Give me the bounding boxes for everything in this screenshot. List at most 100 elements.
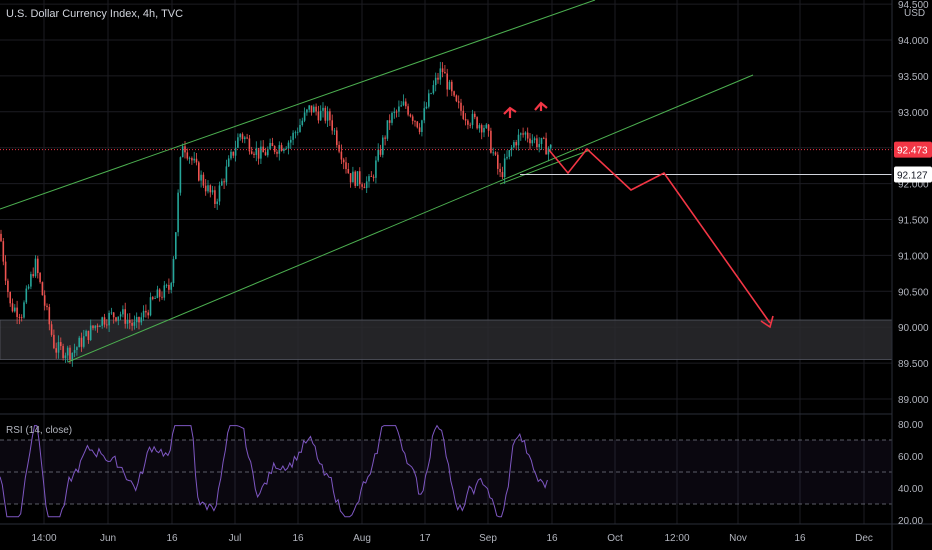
candle-body [345, 162, 347, 170]
candle-body [117, 316, 120, 321]
candle-body [94, 325, 97, 329]
candle-body [163, 285, 166, 298]
right-head-marker [534, 101, 548, 111]
candle-body [338, 144, 340, 152]
candle-body [416, 121, 419, 128]
candle-body [175, 232, 177, 259]
candle-body [400, 105, 402, 107]
candle-body [382, 137, 384, 155]
chart-title: U.S. Dollar Currency Index, 4h, TVC [6, 8, 183, 20]
candle-body [533, 138, 536, 141]
candle-body [478, 125, 481, 129]
candle-body [430, 93, 432, 95]
candle-body [25, 288, 28, 303]
candle-body [379, 149, 382, 155]
candle-body [255, 148, 258, 155]
candle-body [432, 85, 435, 94]
candle-body [474, 113, 476, 118]
price-tick-label: 91.500 [898, 216, 929, 227]
rsi-tick-label: 40.00 [898, 484, 923, 495]
candle-body [87, 330, 90, 341]
candle-body [41, 282, 44, 296]
candle-body [211, 190, 214, 193]
time-tick-label: Oct [607, 533, 623, 544]
candle-body [377, 149, 379, 161]
candle-body [264, 152, 267, 156]
candle-body [218, 185, 221, 202]
candle-body [411, 116, 414, 121]
candle-body [207, 185, 209, 192]
candles [0, 61, 552, 367]
candle-body [503, 158, 506, 178]
candle-body [230, 151, 232, 159]
candle-body [260, 146, 262, 159]
time-tick-label: Aug [353, 533, 371, 544]
candle-body [469, 124, 471, 126]
candle-body [386, 120, 389, 139]
candle-body [462, 110, 465, 119]
currency-label: USD [904, 8, 925, 19]
price-tick-label: 89.500 [898, 359, 929, 370]
candle-body [92, 325, 94, 329]
candle-body [423, 108, 425, 121]
rsi-tick-label: 80.00 [898, 420, 923, 431]
candle-body [195, 158, 198, 163]
candle-body [156, 289, 159, 298]
candle-body [522, 133, 524, 135]
candle-body [209, 185, 212, 193]
candle-body [37, 258, 39, 274]
candle-body [11, 303, 14, 312]
candle-body [313, 106, 315, 113]
candle-body [402, 101, 405, 106]
candle-body [370, 176, 373, 177]
candle-body [248, 138, 251, 152]
price-tick-label: 90.000 [898, 323, 929, 334]
candle-body [414, 120, 416, 122]
candle-body [99, 325, 101, 328]
candle-body [529, 138, 531, 144]
candle-body [4, 261, 7, 281]
price-tick-label: 94.000 [898, 36, 929, 47]
candle-body [152, 297, 154, 299]
candle-body [133, 322, 136, 326]
candle-body [16, 307, 18, 318]
candle-body [168, 284, 170, 290]
candle-body [418, 127, 421, 132]
candle-body [467, 120, 469, 125]
price-tick-label: 91.000 [898, 251, 929, 262]
candle-body [103, 317, 106, 325]
price-tick-label: 89.000 [898, 395, 929, 406]
rsi-pane [0, 424, 892, 518]
candle-body [214, 190, 216, 204]
time-tick-label: Jun [100, 533, 116, 544]
candle-body [85, 330, 87, 337]
candle-body [476, 117, 478, 129]
candle-body [53, 334, 55, 349]
candle-body [395, 111, 398, 113]
last-price-tag [894, 141, 932, 158]
candle-body [253, 153, 255, 155]
candle-body [269, 142, 271, 150]
candle-body [543, 137, 545, 139]
candle-body [80, 337, 83, 347]
candle-body [319, 110, 322, 121]
candle-body [455, 95, 458, 102]
candle-body [262, 146, 264, 153]
time-tick-label: 16 [794, 533, 806, 544]
candle-body [119, 314, 122, 317]
candle-body [76, 347, 78, 351]
candle-body [545, 138, 547, 155]
candle-body [283, 149, 285, 152]
candle-body [494, 152, 497, 155]
support-zone-box [0, 319, 893, 360]
candle-body [142, 310, 145, 318]
candle-body [540, 137, 543, 145]
candle-body [434, 77, 437, 86]
time-tick-label: Jul [229, 533, 242, 544]
left-head-marker [503, 106, 517, 118]
support-zone [0, 319, 893, 360]
price-tick-label: 92.000 [898, 180, 929, 191]
candle-body [55, 348, 57, 353]
candle-body [333, 130, 336, 132]
candle-body [202, 174, 205, 186]
